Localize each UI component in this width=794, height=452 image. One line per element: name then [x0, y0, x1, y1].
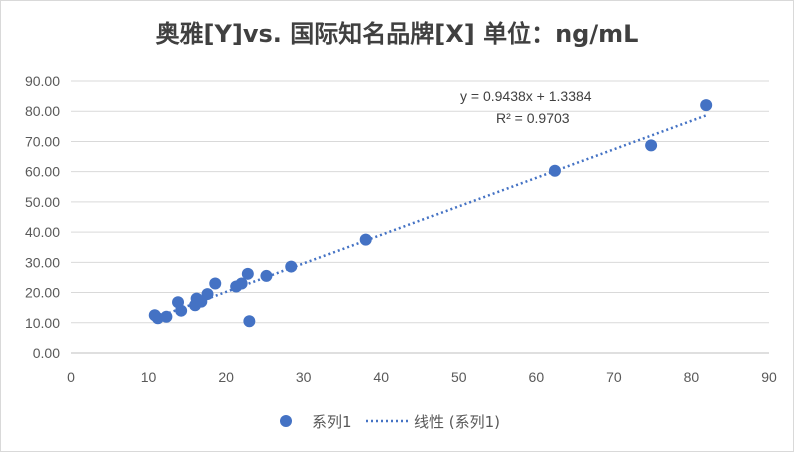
data-point — [260, 269, 273, 282]
legend-label-series1: 系列1 — [312, 413, 352, 431]
legend-marker-series1 — [280, 415, 292, 427]
x-axis-ticks: 0 10 20 30 40 50 60 70 80 90 — [67, 369, 777, 385]
y-tick-label: 70.00 — [25, 133, 60, 149]
trendline-r-squared: R² = 0.9703 — [496, 110, 570, 126]
y-tick-label: 80.00 — [25, 103, 60, 119]
data-point — [285, 260, 298, 273]
x-tick-label: 10 — [141, 369, 157, 385]
legend: 系列1 线性 (系列1) — [280, 413, 500, 431]
y-axis-ticks: 0.00 10.00 20.00 30.00 40.00 50.00 60.00 70.00 8… — [25, 73, 60, 361]
data-point — [548, 164, 561, 177]
data-point — [645, 139, 658, 152]
data-point — [700, 99, 713, 112]
data-point — [209, 277, 222, 290]
data-points — [148, 99, 713, 328]
gridlines — [71, 80, 769, 324]
data-point — [241, 267, 254, 280]
trendline-equation: y = 0.9438x + 1.3384 — [460, 88, 592, 104]
data-point — [235, 277, 248, 290]
x-tick-label: 80 — [684, 369, 700, 385]
y-tick-label: 40.00 — [25, 224, 60, 240]
data-point — [243, 315, 256, 328]
data-point — [359, 233, 372, 246]
y-tick-label: 20.00 — [25, 285, 60, 301]
chart-title: 奥雅[Y]vs. 国际知名品牌[X] 单位：ng/mL — [155, 20, 639, 48]
x-tick-label: 30 — [296, 369, 312, 385]
y-tick-label: 90.00 — [25, 73, 60, 89]
data-point — [160, 310, 173, 323]
x-tick-label: 20 — [218, 369, 234, 385]
x-tick-label: 0 — [67, 369, 75, 385]
x-tick-label: 40 — [373, 369, 389, 385]
y-tick-label: 0.00 — [33, 345, 60, 361]
x-tick-label: 60 — [529, 369, 545, 385]
x-tick-label: 90 — [761, 369, 777, 385]
legend-label-trendline: 线性 (系列1) — [414, 413, 500, 431]
y-tick-label: 50.00 — [25, 194, 60, 210]
data-point — [201, 288, 214, 301]
y-tick-label: 10.00 — [25, 315, 60, 331]
y-tick-label: 60.00 — [25, 164, 60, 180]
y-tick-label: 30.00 — [25, 254, 60, 270]
data-point — [175, 304, 188, 317]
x-tick-label: 70 — [606, 369, 622, 385]
x-tick-label: 50 — [451, 369, 467, 385]
